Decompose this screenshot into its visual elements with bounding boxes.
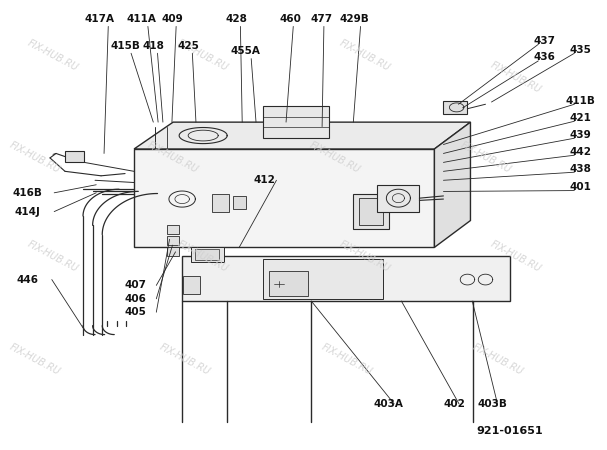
Bar (270, 271, 308, 296)
Text: FIX-HUB.RU: FIX-HUB.RU (8, 342, 62, 377)
Text: FIX-HUB.RU: FIX-HUB.RU (26, 239, 80, 274)
Text: 418: 418 (143, 41, 165, 51)
Text: 477: 477 (310, 14, 333, 24)
Text: 412: 412 (254, 176, 276, 185)
Text: 401: 401 (569, 182, 591, 192)
Text: 421: 421 (569, 112, 591, 123)
Text: 415B: 415B (110, 41, 140, 51)
Text: 409: 409 (161, 14, 183, 24)
Bar (65, 151, 84, 162)
Text: FIX-HUB.RU: FIX-HUB.RU (176, 37, 230, 72)
Bar (182, 256, 509, 301)
Text: 428: 428 (225, 14, 247, 24)
Text: 446: 446 (17, 274, 39, 284)
Text: FIX-HUB.RU: FIX-HUB.RU (146, 140, 200, 176)
Text: FIX-HUB.RU: FIX-HUB.RU (489, 60, 543, 95)
Text: 455A: 455A (230, 46, 260, 57)
Text: FIX-HUB.RU: FIX-HUB.RU (458, 140, 512, 176)
Text: 460: 460 (279, 14, 301, 24)
Bar (263, 107, 330, 138)
Bar (378, 185, 419, 212)
Bar (167, 236, 179, 245)
Text: 402: 402 (443, 399, 465, 409)
Text: 438: 438 (569, 164, 591, 174)
Bar (167, 248, 179, 256)
Text: 425: 425 (178, 41, 200, 51)
Text: 405: 405 (125, 307, 147, 317)
Bar (263, 260, 384, 299)
Bar (353, 194, 389, 230)
Text: 411A: 411A (127, 14, 157, 24)
Text: 437: 437 (534, 36, 555, 46)
Bar (191, 248, 224, 261)
Text: 442: 442 (569, 147, 591, 157)
Bar (134, 149, 435, 248)
Text: 429B: 429B (340, 14, 370, 24)
Polygon shape (435, 122, 470, 248)
Bar (167, 225, 179, 234)
Bar (233, 196, 246, 209)
Text: 436: 436 (534, 52, 555, 62)
Bar (212, 194, 229, 212)
Text: 403A: 403A (373, 399, 403, 409)
Text: FIX-HUB.RU: FIX-HUB.RU (470, 342, 524, 377)
Bar (444, 101, 467, 114)
Polygon shape (134, 122, 470, 149)
Text: 406: 406 (125, 294, 147, 304)
Text: FIX-HUB.RU: FIX-HUB.RU (320, 342, 375, 377)
Text: 403B: 403B (478, 399, 507, 409)
Text: 417A: 417A (85, 14, 115, 24)
Text: 407: 407 (125, 280, 147, 290)
Text: FIX-HUB.RU: FIX-HUB.RU (338, 37, 392, 72)
Text: 414J: 414J (15, 207, 41, 216)
Text: 411B: 411B (566, 96, 595, 106)
Bar (195, 249, 219, 260)
Bar (183, 276, 200, 294)
Text: FIX-HUB.RU: FIX-HUB.RU (308, 140, 362, 176)
Text: FIX-HUB.RU: FIX-HUB.RU (489, 239, 543, 274)
Text: 416B: 416B (13, 188, 42, 198)
Text: FIX-HUB.RU: FIX-HUB.RU (26, 37, 80, 72)
Text: FIX-HUB.RU: FIX-HUB.RU (338, 239, 392, 274)
Bar (359, 198, 384, 225)
Text: 435: 435 (569, 45, 591, 55)
Text: 439: 439 (569, 130, 591, 140)
Text: FIX-HUB.RU: FIX-HUB.RU (158, 342, 212, 377)
Text: FIX-HUB.RU: FIX-HUB.RU (176, 239, 230, 274)
Text: FIX-HUB.RU: FIX-HUB.RU (8, 140, 62, 176)
Text: 921-01651: 921-01651 (476, 426, 543, 436)
